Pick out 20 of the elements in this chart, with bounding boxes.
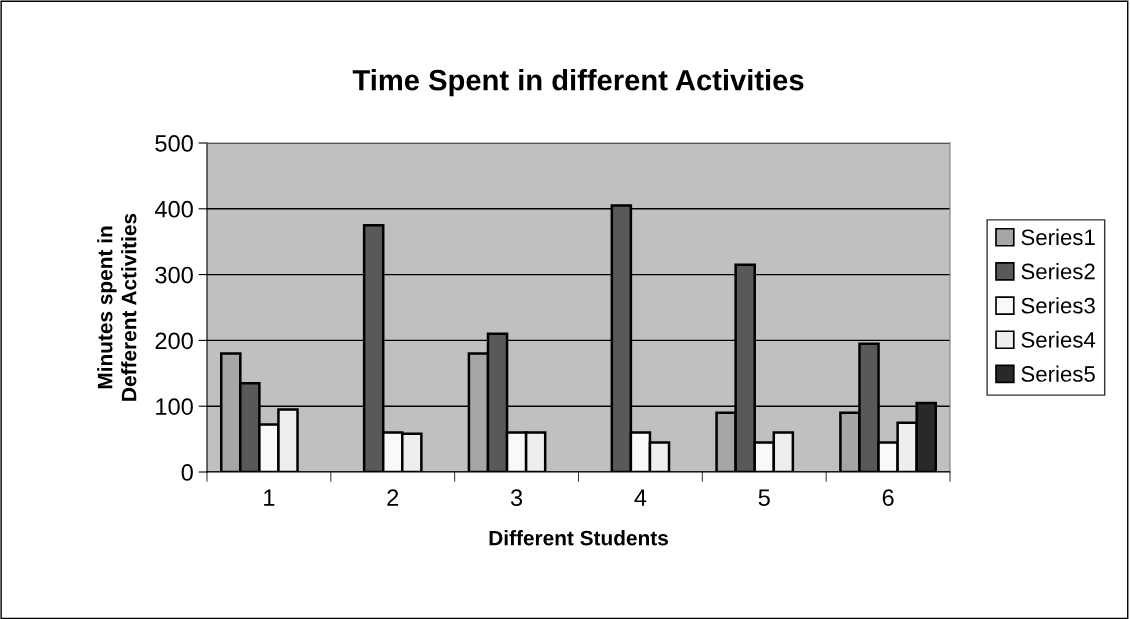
y-tick-label: 500 — [155, 135, 193, 152]
y-tick-label: 200 — [155, 332, 193, 350]
x-tick-label: 1 — [264, 489, 275, 506]
legend-label: Series2 — [1021, 263, 1095, 280]
y-tick-label: 0 — [181, 464, 193, 481]
y-tick-label: 100 — [156, 398, 193, 415]
x-axis-title: Different Students — [489, 530, 668, 546]
x-tick-label: 6 — [882, 489, 894, 507]
x-tick-label: 4 — [634, 489, 647, 506]
x-tick-label: 3 — [510, 489, 523, 507]
legend-label: Series5 — [1021, 365, 1095, 382]
legend-label: Series4 — [1021, 331, 1096, 348]
legend-label: Series3 — [1021, 297, 1095, 314]
chart-title: Time Spent in different Activities — [352, 69, 804, 97]
x-tick-label: 5 — [758, 489, 770, 507]
y-axis-title: Minutes spent in Defferent Activities — [97, 213, 137, 401]
y-tick-label: 400 — [154, 200, 193, 218]
x-tick-label: 2 — [387, 489, 399, 506]
legend-label: Series1 — [1021, 228, 1095, 246]
y-tick-label: 300 — [155, 266, 193, 284]
